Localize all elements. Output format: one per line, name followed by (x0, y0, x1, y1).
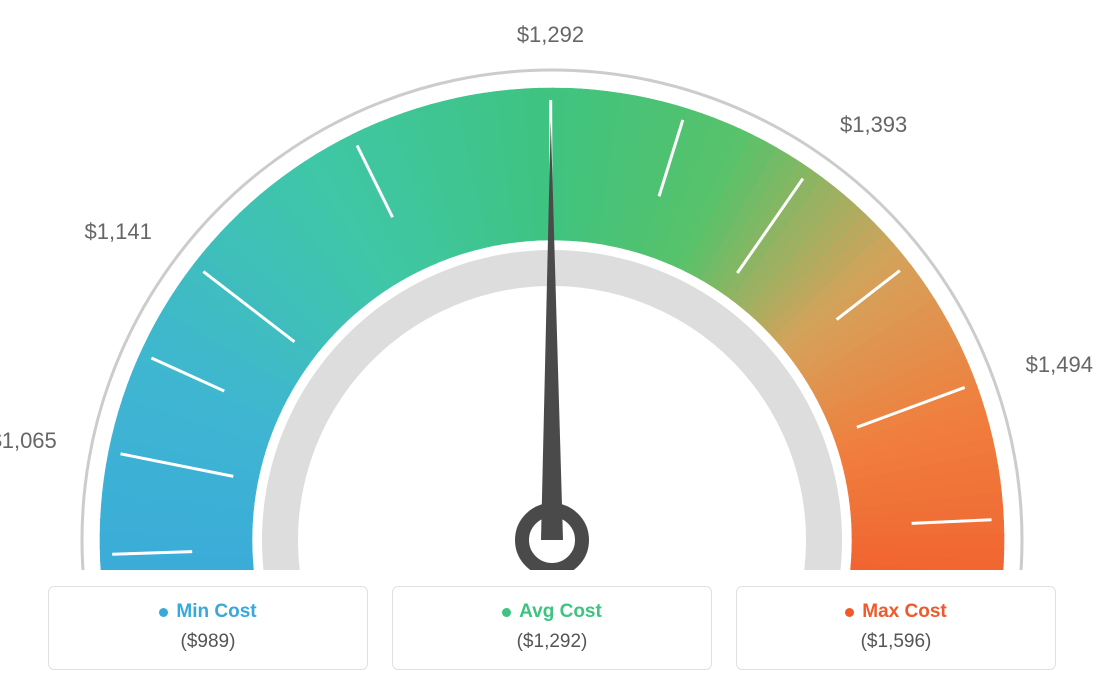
gauge-tick-label: $1,065 (0, 428, 57, 453)
legend-card-max: Max Cost ($1,596) (736, 586, 1056, 670)
legend-dot-max (845, 608, 854, 617)
legend-value-max: ($1,596) (755, 631, 1037, 653)
legend-title-min: Min Cost (67, 601, 349, 623)
legend-row: Min Cost ($989) Avg Cost ($1,292) Max Cost ($… (0, 586, 1104, 670)
legend-dot-min (159, 608, 168, 617)
legend-title-text-avg: Avg Cost (519, 601, 602, 623)
legend-value-avg: ($1,292) (411, 631, 693, 653)
legend-title-max: Max Cost (755, 601, 1037, 623)
legend-value-min: ($989) (67, 631, 349, 653)
legend-title-text-min: Min Cost (176, 601, 256, 623)
legend-card-avg: Avg Cost ($1,292) (392, 586, 712, 670)
gauge-tick-label: $1,494 (1026, 352, 1093, 377)
chart-container: $989$1,065$1,141$1,292$1,393$1,494$1,596… (0, 0, 1104, 690)
gauge-svg: $989$1,065$1,141$1,292$1,393$1,494$1,596 (0, 0, 1104, 570)
gauge-tick-label: $1,292 (517, 22, 584, 47)
legend-title-text-max: Max Cost (862, 601, 946, 623)
legend-card-min: Min Cost ($989) (48, 586, 368, 670)
gauge-tick-label: $1,393 (840, 112, 907, 137)
legend-dot-avg (502, 608, 511, 617)
legend-title-avg: Avg Cost (411, 601, 693, 623)
gauge-tick-label: $1,141 (85, 219, 152, 244)
gauge-area: $989$1,065$1,141$1,292$1,393$1,494$1,596 (0, 0, 1104, 570)
